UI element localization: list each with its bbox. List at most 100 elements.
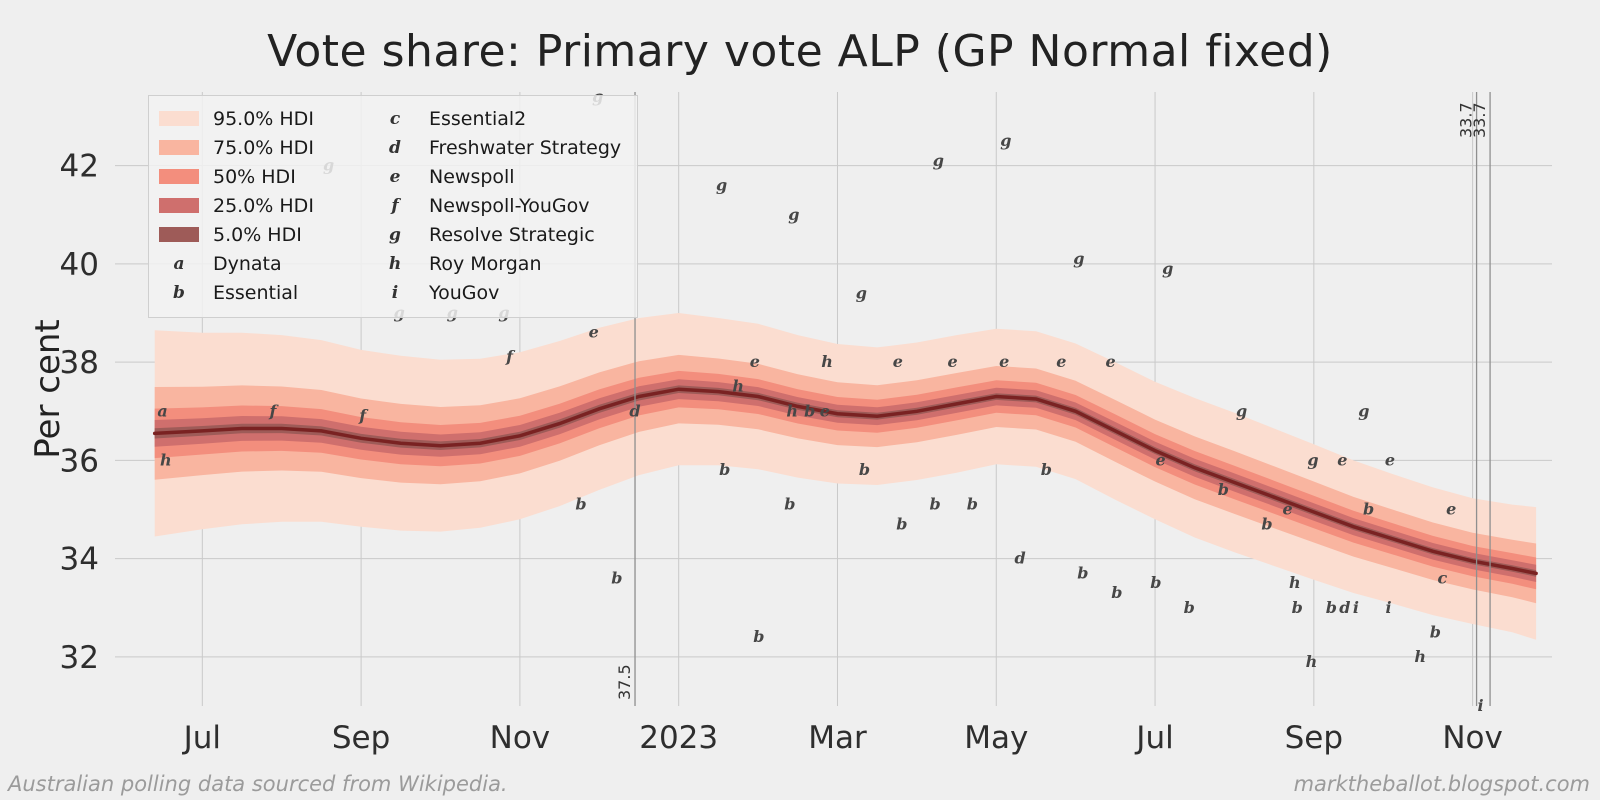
pollster-c-marker: c (389, 108, 401, 129)
poll-marker-b: b (1077, 563, 1088, 582)
legend-hdi-5: 5.0% HDI (159, 220, 367, 249)
pollster-e-name: Newspoll (429, 165, 515, 188)
hdi-25-swatch (159, 198, 199, 213)
poll-marker-e: e (589, 323, 599, 342)
poll-marker-b: b (1150, 573, 1161, 592)
poll-marker-g: g (1073, 249, 1084, 268)
x-tick-label: Sep (1285, 720, 1343, 756)
y-axis-label: Per cent (28, 319, 68, 459)
hdi-band-95.0 (154, 313, 1537, 640)
poll-marker-g: g (1236, 401, 1247, 420)
poll-marker-b: b (1111, 583, 1122, 602)
poll-marker-e: e (1283, 500, 1293, 519)
poll-marker-b: b (1218, 480, 1229, 499)
source-note: Australian polling data sourced from Wik… (8, 772, 508, 796)
poll-marker-b: b (896, 514, 907, 533)
y-tick-label: 42 (60, 149, 99, 185)
x-tick-label: May (964, 720, 1028, 756)
annotation-lines: 37.5 33.733.7 (615, 92, 1491, 706)
legend-pollster-e: e Newspoll (375, 162, 621, 191)
poll-marker-b: b (1363, 500, 1374, 519)
poll-marker-g: g (716, 175, 727, 194)
pollster-e-marker: e (389, 166, 401, 187)
poll-marker-i: i (1385, 598, 1391, 617)
poll-marker-b: b (1041, 460, 1052, 479)
annotation-label: 33.7 (1470, 102, 1489, 138)
poll-marker-e: e (1156, 450, 1166, 469)
watermark-link: marktheballot.blogspot.com (1293, 772, 1590, 796)
poll-marker-g: g (933, 151, 944, 170)
poll-marker-e: e (1385, 450, 1395, 469)
pollster-i-name: YouGov (429, 281, 500, 304)
poll-marker-a: a (157, 401, 167, 420)
poll-marker-b: b (719, 460, 730, 479)
hdi-band-50 (154, 370, 1537, 590)
pollster-a-name: Dynata (213, 252, 282, 275)
annotation-label: 37.5 (615, 664, 634, 700)
poll-marker-f: f (269, 401, 280, 420)
pollster-h-marker: h (388, 253, 402, 274)
poll-marker-b: b (784, 495, 795, 514)
pollster-f-marker: f (391, 195, 399, 216)
pollster-h-name: Roy Morgan (429, 252, 542, 275)
y-tick-label: 36 (60, 443, 99, 479)
legend-pollster-i: i YouGov (375, 278, 621, 307)
poll-marker-e: e (948, 352, 958, 371)
legend-pollster-b: b Essential (159, 278, 367, 307)
poll-marker-b: b (611, 568, 622, 587)
y-tick-label: 32 (60, 640, 99, 676)
legend-hdi-95: 95.0% HDI (159, 104, 367, 133)
trend-line (152, 387, 1538, 576)
x-tick-label: Nov (490, 720, 551, 756)
poll-marker-g: g (1358, 401, 1369, 420)
hdi-75-swatch (159, 140, 199, 155)
poll-marker-e: e (1446, 500, 1456, 519)
poll-marker-e: e (820, 401, 830, 420)
pollster-d-name: Freshwater Strategy (429, 136, 622, 159)
poll-marker-b: b (930, 495, 941, 514)
legend-column-2: c Essential2 d Freshwater Strategy e New… (375, 104, 621, 307)
annotation-label: 33.7 (1457, 102, 1476, 138)
poll-marker-g: g (1000, 131, 1011, 150)
legend-pollster-a: a Dynata (159, 249, 367, 278)
poll-marker-b: b (1261, 514, 1272, 533)
poll-marker-d: d (1015, 549, 1026, 568)
poll-marker-b: b (967, 495, 978, 514)
chart-title: Vote share: Primary vote ALP (GP Normal … (267, 26, 1333, 77)
legend-hdi-75: 75.0% HDI (159, 133, 367, 162)
x-tick-label: Mar (808, 720, 867, 756)
legend-hdi-50: 50% HDI (159, 162, 367, 191)
hdi-75-label: 75.0% HDI (213, 136, 314, 159)
pollster-b-marker: b (173, 282, 185, 303)
pollster-d-marker: d (389, 137, 401, 158)
hdi-bands (154, 313, 1537, 640)
poll-marker-h: h (1306, 652, 1318, 671)
legend-pollster-g: g Resolve Strategic (375, 220, 621, 249)
poll-marker-g: g (1307, 450, 1318, 469)
poll-marker-e: e (1056, 352, 1066, 371)
legend-column-1: 95.0% HDI 75.0% HDI 50% HDI 25.0% HDI 5.… (159, 104, 367, 307)
y-tick-label: 40 (60, 247, 99, 283)
hdi-95-label: 95.0% HDI (213, 107, 314, 130)
pollster-g-marker: g (389, 224, 401, 245)
legend-pollster-c: c Essential2 (375, 104, 621, 133)
poll-marker-h: h (160, 450, 172, 469)
hdi-50-swatch (159, 169, 199, 184)
pollster-b-name: Essential (213, 281, 299, 304)
x-tick-label: Jul (1134, 720, 1173, 756)
poll-marker-h: h (1414, 647, 1426, 666)
poll-marker-e: e (1337, 450, 1347, 469)
poll-marker-b: b (575, 495, 586, 514)
pollster-a-marker: a (173, 253, 185, 274)
poll-marker-g: g (856, 283, 867, 302)
poll-marker-h: h (732, 377, 744, 396)
legend-pollster-d: d Freshwater Strategy (375, 133, 621, 162)
poll-marker-i: i (1353, 598, 1359, 617)
x-tick-label: Jul (182, 720, 221, 756)
poll-marker-d: d (629, 401, 640, 420)
poll-marker-h: h (821, 352, 833, 371)
legend-hdi-25: 25.0% HDI (159, 191, 367, 220)
poll-marker-b: b (1430, 622, 1441, 641)
